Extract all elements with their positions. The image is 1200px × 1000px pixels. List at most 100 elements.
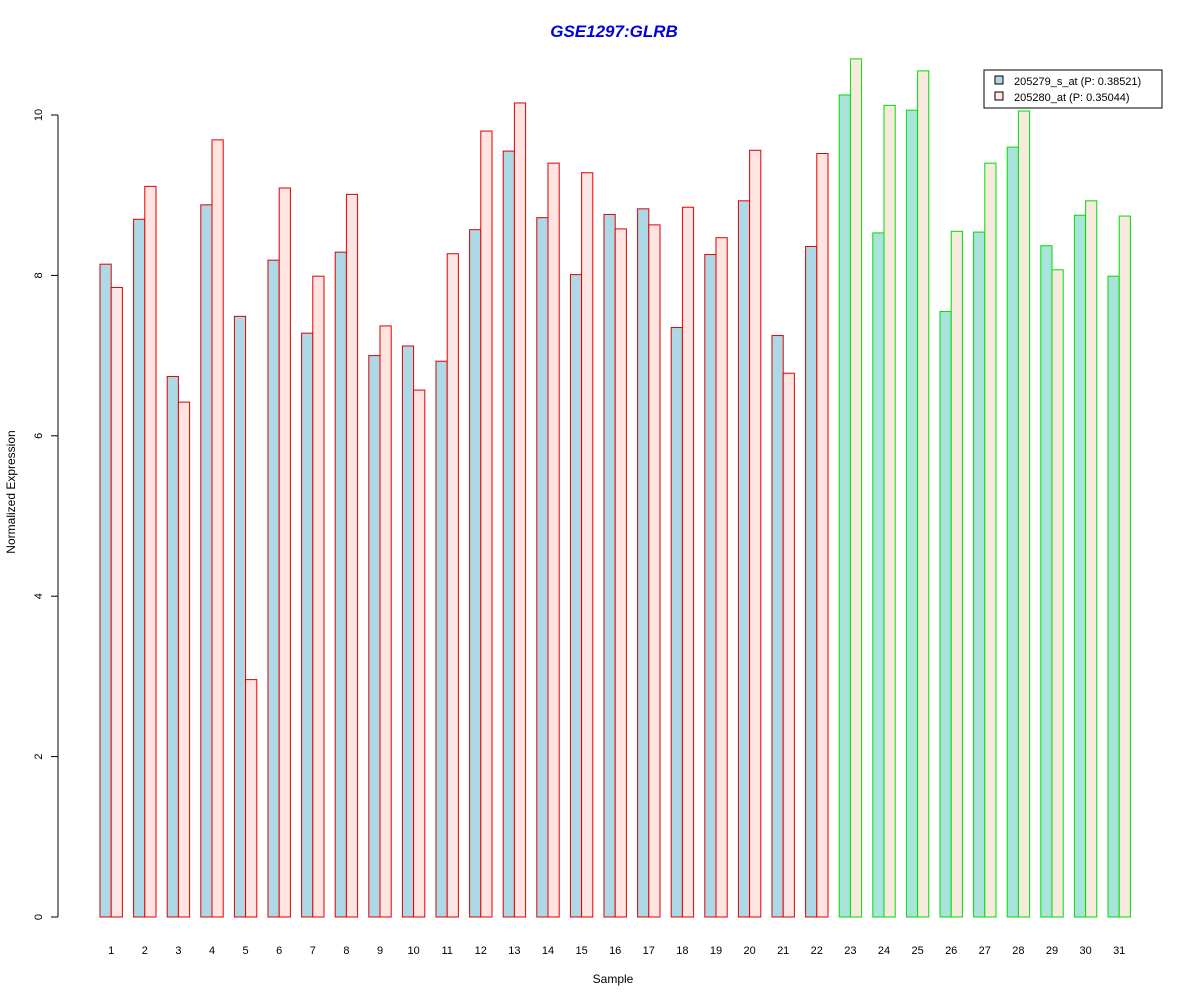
bar-series1-sample-9 [368, 355, 381, 918]
bar-series2-sample-16 [614, 228, 627, 918]
x-tick-label: 27 [979, 945, 991, 957]
x-tick-label: 23 [844, 945, 856, 957]
bar-series2-sample-22 [816, 152, 829, 918]
bar-series2-sample-17 [648, 224, 661, 918]
x-tick-label: 11 [441, 945, 452, 957]
bars [99, 58, 1131, 918]
bar-series1-sample-14 [536, 217, 549, 918]
bar-series2-sample-21 [782, 372, 795, 918]
x-tick-label: 2 [142, 945, 148, 957]
x-tick-label: 25 [911, 945, 923, 957]
x-tick-label: 14 [542, 945, 554, 957]
bar-series1-sample-13 [502, 150, 515, 918]
bar-series1-sample-25 [905, 109, 919, 918]
bar-series1-sample-16 [603, 213, 616, 918]
bar-series1-sample-3 [166, 375, 179, 918]
y-tick-label: 8 [33, 272, 45, 278]
bar-series2-sample-28 [1017, 110, 1031, 918]
bar-series1-sample-22 [805, 246, 818, 918]
bar-series2-sample-30 [1085, 200, 1098, 918]
bar-series1-sample-4 [200, 204, 213, 918]
bar-series2-sample-19 [715, 237, 728, 918]
bar-series1-sample-27 [973, 231, 986, 918]
bar-series2-sample-15 [581, 172, 594, 918]
x-tick-label: 4 [209, 945, 215, 957]
bar-series2-sample-1 [110, 286, 123, 918]
bar-series2-sample-2 [144, 185, 157, 918]
x-tick-label: 13 [508, 945, 520, 957]
bar-series2-sample-8 [345, 193, 359, 918]
bar-series2-sample-4 [211, 139, 224, 918]
y-tick-label: 6 [33, 433, 45, 439]
bar-series1-sample-6 [267, 259, 280, 918]
y-tick-label: 0 [33, 914, 45, 920]
bar-series2-sample-9 [379, 325, 392, 918]
bar-series2-sample-25 [917, 70, 930, 918]
bar-series2-sample-24 [883, 104, 896, 918]
bar-series1-sample-15 [569, 274, 583, 918]
legend-label-series2: 205280_at (P: 0.35044) [1014, 92, 1130, 104]
x-tick-label: 7 [310, 945, 316, 957]
legend-label-series1: 205279_s_at (P: 0.38521) [1014, 76, 1141, 88]
bar-series1-sample-18 [670, 327, 683, 918]
bar-series2-sample-13 [513, 102, 527, 918]
bar-series2-sample-29 [1051, 269, 1064, 918]
bar-series1-sample-1 [99, 263, 112, 918]
bar-series1-sample-24 [872, 232, 885, 918]
x-tick-label: 12 [475, 945, 487, 957]
y-axis-label: Normalized Expression [4, 430, 18, 553]
legend: 205279_s_at (P: 0.38521) 205280_at (P: 0… [983, 69, 1163, 109]
bar-series2-sample-31 [1118, 215, 1131, 918]
x-tick-label: 31 [1113, 945, 1125, 957]
bar-series1-sample-7 [301, 332, 314, 918]
x-tick-label: 1 [108, 945, 114, 957]
x-tick-label: 22 [811, 945, 823, 957]
bar-series1-sample-19 [704, 254, 717, 918]
bar-series2-sample-7 [312, 275, 325, 918]
bar-series1-sample-20 [737, 200, 751, 918]
bar-series2-sample-14 [547, 162, 560, 918]
bar-series2-sample-10 [413, 389, 426, 918]
bar-series1-sample-5 [233, 315, 247, 918]
x-tick-label: 30 [1079, 945, 1091, 957]
bar-series1-sample-31 [1107, 275, 1120, 918]
x-tick-label: 20 [743, 945, 755, 957]
x-tick-label: 17 [643, 945, 655, 957]
bar-series2-sample-27 [984, 162, 997, 918]
bar-series1-sample-21 [771, 335, 784, 918]
bar-series1-sample-30 [1073, 214, 1087, 918]
bar-series1-sample-23 [838, 94, 851, 918]
bar-series1-sample-10 [401, 345, 415, 918]
bar-series2-sample-11 [446, 253, 459, 918]
y-axis: 0 2 4 6 8 10 [33, 109, 59, 920]
y-tick-label: 10 [33, 109, 45, 121]
bar-series1-sample-26 [939, 310, 952, 918]
bar-series1-sample-11 [435, 360, 448, 918]
bar-series1-sample-8 [334, 251, 347, 918]
bar-series2-sample-20 [749, 149, 762, 918]
x-tick-label: 18 [676, 945, 688, 957]
legend-swatch-series2 [994, 91, 1004, 101]
legend-box [983, 69, 1163, 109]
bar-series2-sample-26 [950, 230, 963, 918]
x-axis-label: Sample [593, 972, 634, 986]
x-tick-label: 19 [710, 945, 722, 957]
legend-swatch-series1 [994, 75, 1004, 85]
bar-series2-sample-3 [177, 401, 191, 918]
x-tick-label: 28 [1012, 945, 1024, 957]
bar-series1-sample-29 [1040, 245, 1053, 918]
y-tick-label: 2 [33, 754, 45, 760]
bar-series1-sample-12 [469, 229, 482, 918]
bar-series2-sample-12 [480, 130, 493, 918]
bar-series2-sample-23 [849, 58, 863, 918]
x-tick-label: 10 [407, 945, 419, 957]
bar-series2-sample-6 [278, 187, 291, 918]
x-tick-label: 26 [945, 945, 957, 957]
bar-series2-sample-5 [245, 679, 258, 918]
bar-series1-sample-2 [133, 218, 146, 918]
bar-series2-sample-18 [681, 206, 695, 918]
x-tick-label: 15 [575, 945, 587, 957]
y-tick-label: 4 [33, 593, 45, 599]
x-tick-label: 3 [175, 945, 181, 957]
